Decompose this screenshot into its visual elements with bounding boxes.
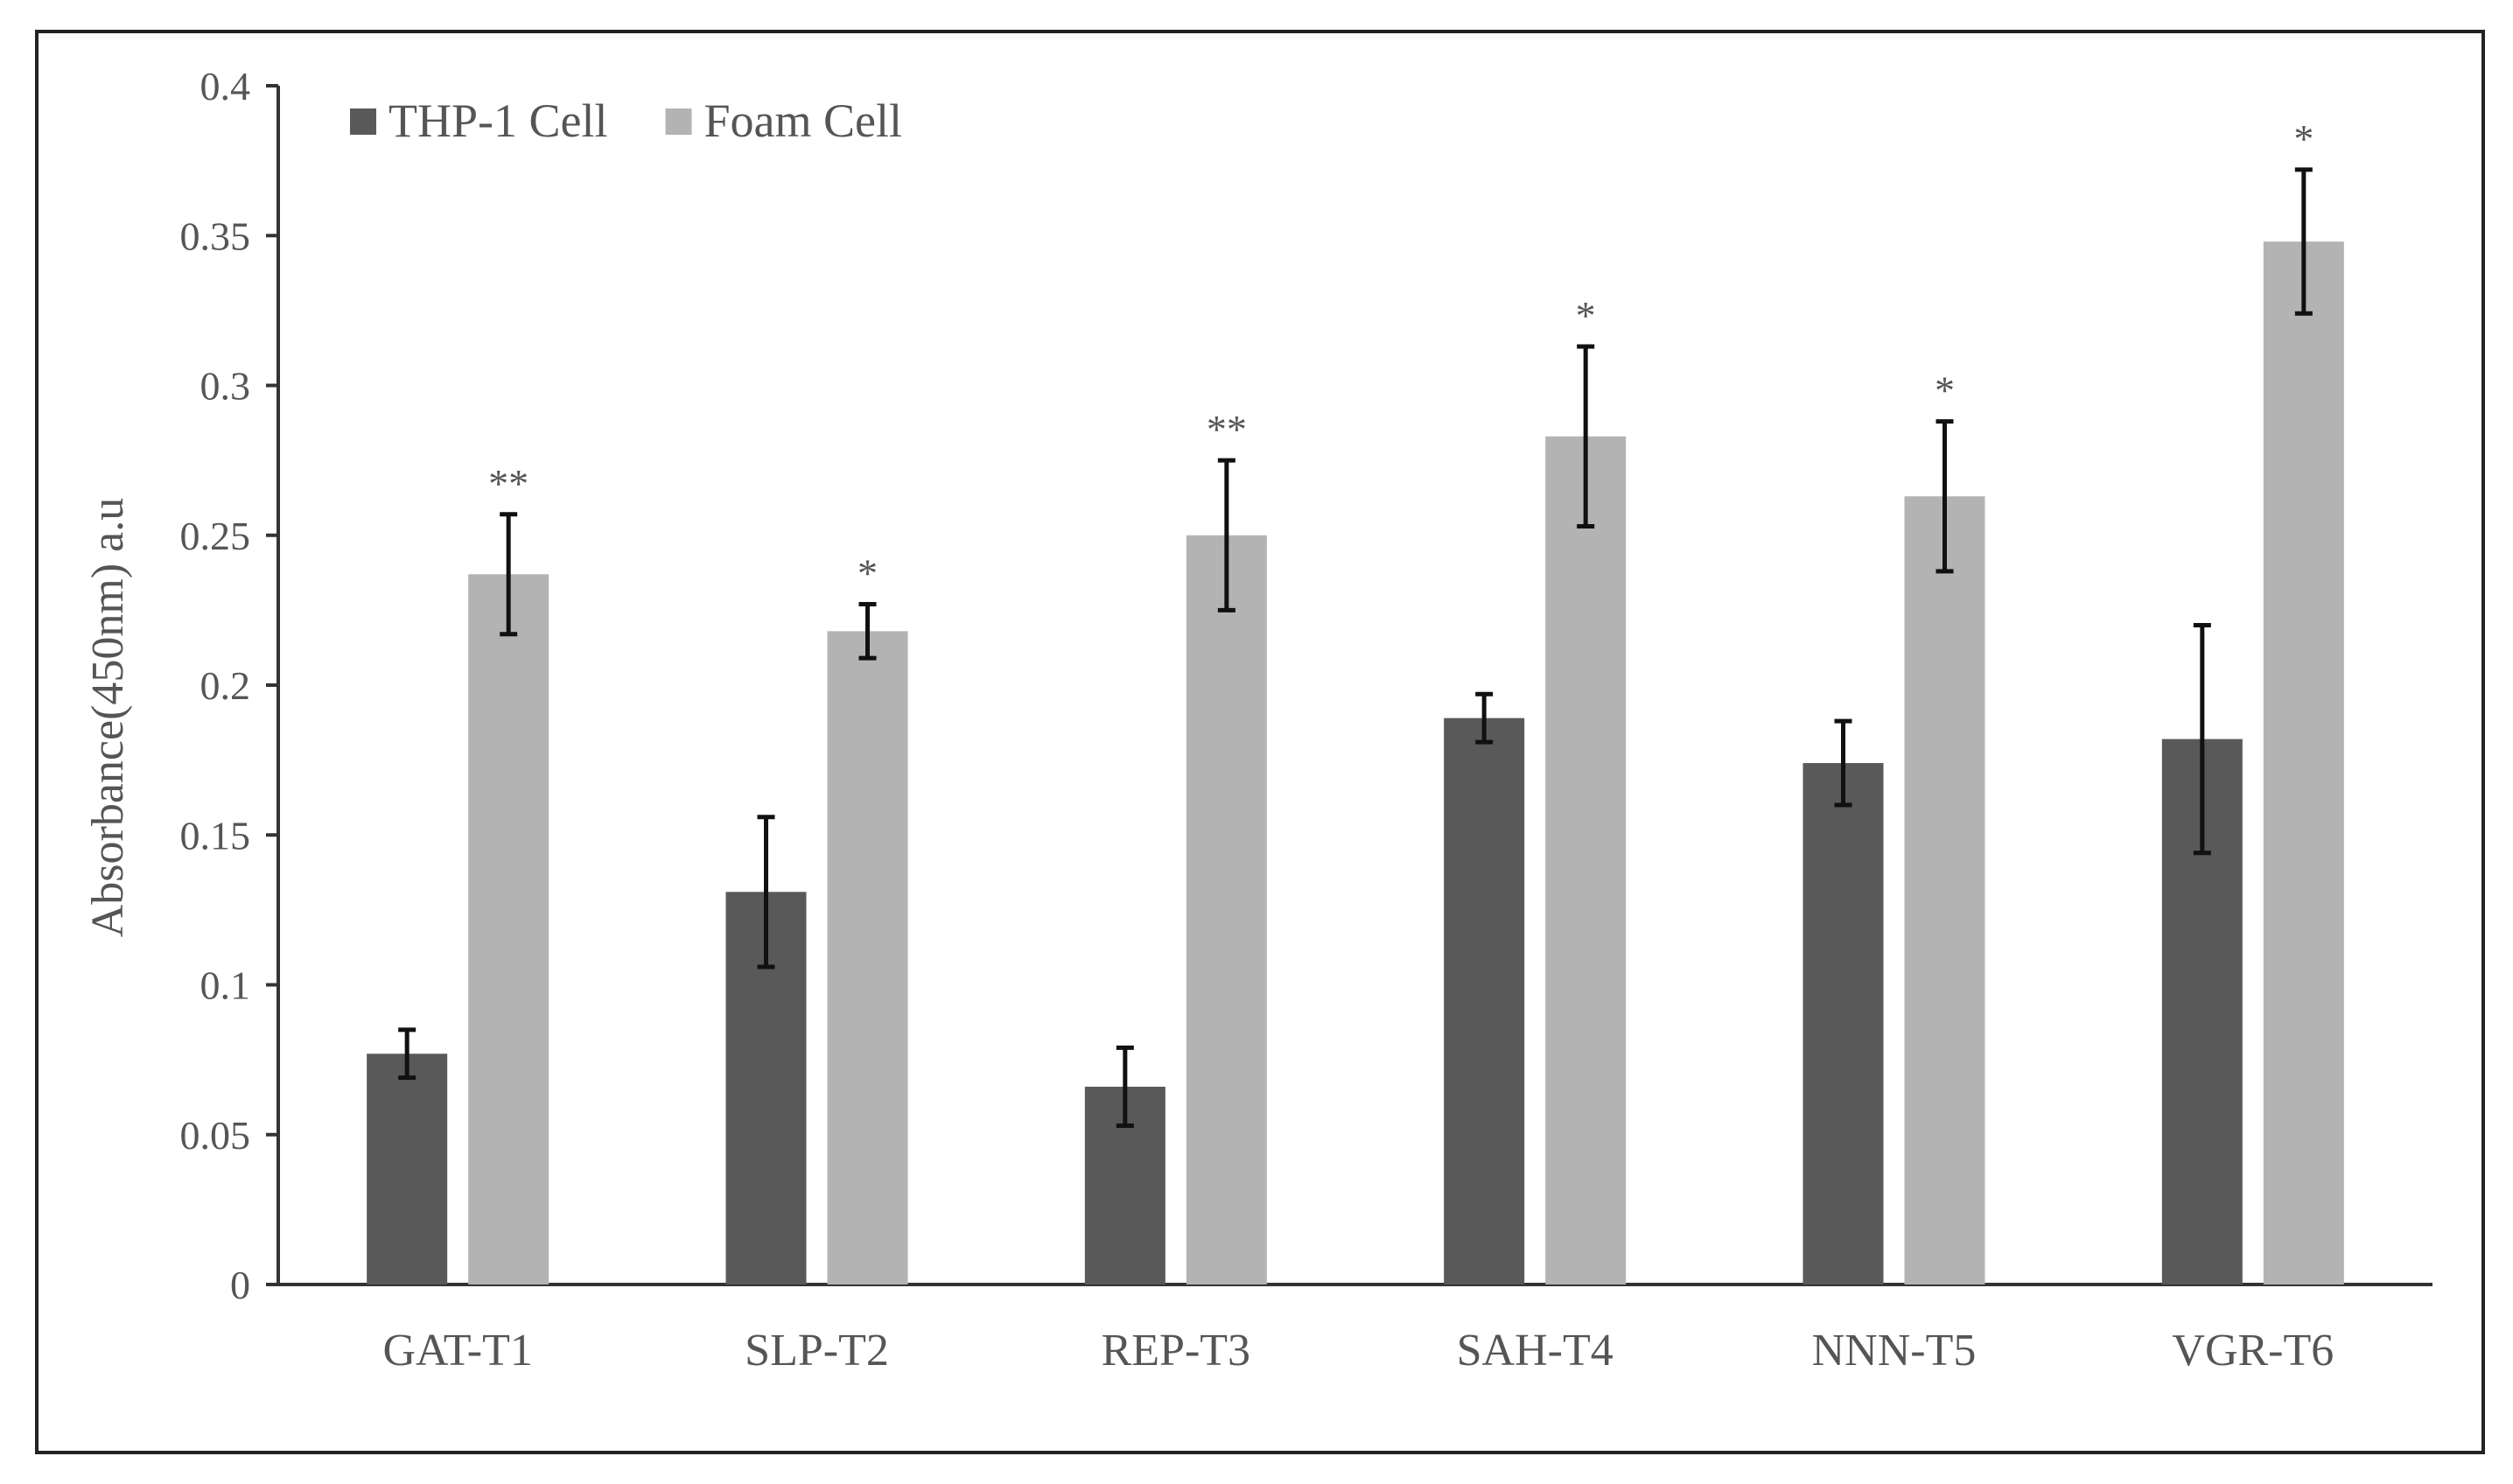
bars-layer: ******** [367, 116, 2344, 1285]
legend: THP-1 Cell Foam Cell [350, 94, 902, 147]
bar [1186, 535, 1267, 1284]
bar [1545, 436, 1627, 1285]
x-tick-label: SLP-T2 [745, 1326, 889, 1376]
x-tick-label: SAH-T4 [1457, 1326, 1614, 1376]
bar [827, 631, 908, 1284]
axes-layer: 0 0.05 0.1 0.15 0.2 0.25 0.3 0.35 0.4 GAT-T1 SLP-T… [180, 64, 2432, 1376]
y-tick-label: 0.15 [180, 813, 251, 858]
x-tick-label: NNN-T5 [1812, 1326, 1977, 1376]
bar [1444, 718, 1525, 1284]
bar [1904, 496, 1985, 1284]
legend-label: Foam Cell [704, 94, 903, 147]
legend-label: THP-1 Cell [388, 94, 608, 147]
legend-swatch [665, 108, 692, 135]
significance-marker: * [2293, 116, 2314, 161]
significance-marker: ** [488, 461, 528, 506]
significance-marker: * [858, 551, 878, 596]
y-tick-label: 0.4 [200, 64, 251, 108]
y-axis-label: Absorbance(450nm) a.u [83, 498, 133, 938]
x-tick-label: VGR-T6 [2172, 1326, 2334, 1376]
significance-marker: ** [1207, 407, 1247, 452]
significance-marker: * [1576, 293, 1596, 338]
y-tick-label: 0.25 [180, 514, 251, 558]
bar [468, 574, 550, 1284]
figure-frame [35, 30, 2485, 1454]
y-tick-label: 0.2 [200, 663, 251, 708]
x-tick-label: REP-T3 [1102, 1326, 1250, 1376]
bar [1802, 763, 1884, 1284]
y-tick-label: 0 [230, 1263, 250, 1307]
bar [367, 1054, 448, 1284]
y-tick-label: 0.3 [200, 364, 251, 409]
significance-marker: * [1935, 368, 1955, 413]
y-tick-label: 0.05 [180, 1113, 251, 1158]
x-tick-label: GAT-T1 [382, 1326, 532, 1376]
legend-swatch [350, 108, 376, 135]
bar [2263, 242, 2344, 1285]
y-tick-label: 0.35 [180, 214, 251, 258]
y-tick-label: 0.1 [200, 963, 251, 1008]
